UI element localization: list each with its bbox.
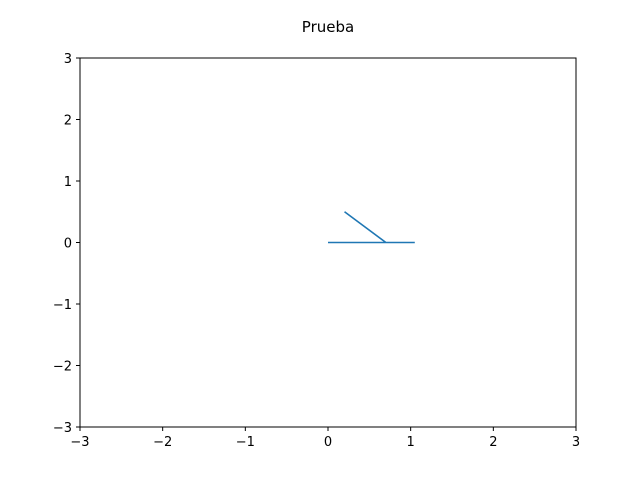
x-tick-label: −3 [70, 435, 89, 450]
x-tick-label: −2 [153, 435, 172, 450]
y-tick-label: 1 [64, 175, 72, 190]
x-tick-label: 3 [572, 435, 580, 450]
y-axis: −3 −2 −1 0 1 2 3 [53, 52, 80, 436]
x-axis: −3 −2 −1 0 1 2 3 [70, 427, 580, 450]
y-tick-label: −2 [53, 360, 72, 375]
x-tick-label: 0 [324, 435, 332, 450]
x-tick-label: 2 [489, 435, 497, 450]
y-tick-label: −1 [53, 298, 72, 313]
series-layer [328, 211, 415, 244]
y-tick-label: 3 [64, 52, 72, 67]
series-line-1 [328, 211, 415, 244]
y-tick-label: 2 [64, 114, 72, 129]
y-tick-label: −3 [53, 421, 72, 436]
x-tick-label: 1 [407, 435, 415, 450]
chart-title: Prueba [302, 18, 354, 36]
x-tick-label: −1 [236, 435, 255, 450]
y-tick-label: 0 [64, 237, 72, 252]
